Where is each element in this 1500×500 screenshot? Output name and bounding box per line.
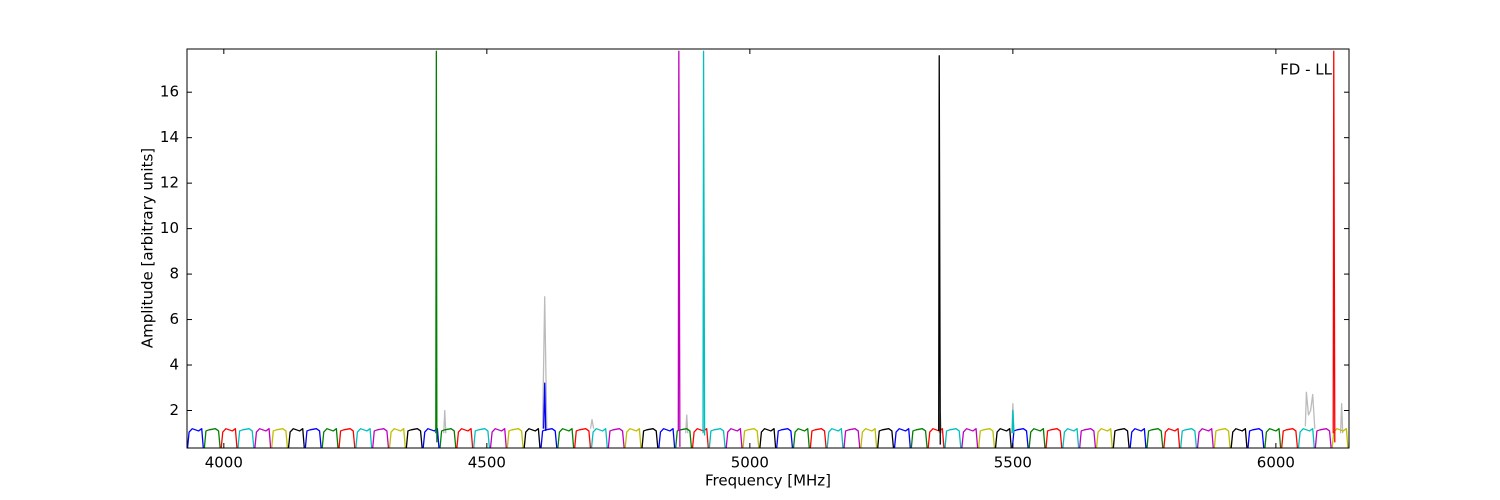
x-tick-label: 5000 [731, 454, 769, 472]
y-tick-label: 2 [169, 401, 179, 419]
spectrum-line [1062, 428, 1080, 448]
x-tick-label: 4500 [468, 454, 506, 472]
spectrum-line [792, 428, 810, 448]
spectrum-line [422, 428, 440, 448]
spectrum-line [910, 428, 928, 448]
spectrum-line [759, 428, 777, 448]
spectrum-line [1264, 428, 1282, 448]
x-tick-label: 4000 [205, 454, 243, 472]
spectrum-line [203, 428, 221, 448]
spectrum-line [254, 428, 272, 448]
spectrum-line [1079, 428, 1097, 448]
spectrum-line [677, 50, 681, 447]
spectrum-line [1196, 428, 1214, 448]
spectrum-line [1112, 428, 1130, 448]
spectrum-line [372, 428, 390, 448]
spectrum-line [543, 382, 547, 431]
spectrum-line [388, 428, 406, 448]
y-tick-label: 12 [160, 174, 179, 192]
spectrum-line [271, 428, 289, 448]
spectrum-line [944, 428, 962, 448]
spectrum-line [1095, 428, 1113, 448]
spectrum-line [237, 428, 255, 448]
spectrum-line [1230, 428, 1248, 448]
axes-frame [186, 48, 1350, 449]
x-axis-label: Frequency [MHz] [705, 472, 831, 490]
y-tick-label: 16 [160, 83, 179, 101]
spectrum-line [443, 296, 1344, 434]
spectrum-line [938, 55, 941, 445]
spectrum-line [1213, 428, 1231, 448]
spectrum-line [927, 428, 945, 448]
spectrum-line [702, 50, 706, 436]
spectrum-line [776, 428, 794, 448]
spectrum-line [1146, 428, 1164, 448]
spectrum-line [435, 50, 438, 443]
spectrum-line [590, 428, 608, 448]
spectrum-line [355, 428, 373, 448]
spectrum-line [405, 428, 423, 448]
plot-area [187, 50, 1349, 448]
spectrum-line [708, 428, 726, 448]
spectrum-line [691, 428, 709, 448]
spectrum-line [893, 428, 911, 448]
annotation: FD - LL [1280, 61, 1332, 79]
y-tick-label: 10 [160, 219, 179, 237]
x-tick-label: 6000 [1257, 454, 1295, 472]
spectrum-line [1028, 428, 1046, 448]
spectrum-line [187, 428, 204, 448]
spectrum-line [540, 428, 558, 448]
spectrum-line [456, 428, 474, 448]
spectrum-line [1045, 428, 1063, 448]
spectrum-line [675, 428, 693, 448]
spectrum-line [1129, 428, 1147, 448]
spectrum-line [978, 428, 996, 448]
spectrum-line [557, 428, 575, 448]
y-axis-label: Amplitude [arbitrary units] [139, 148, 157, 348]
spectrum-line [1247, 428, 1265, 448]
spectrum-line [658, 428, 676, 448]
spectrum-line [877, 428, 895, 448]
y-tick-label: 4 [169, 356, 179, 374]
spectrum-line [826, 428, 844, 448]
spectrum-line [506, 428, 524, 448]
spectrum-line [473, 428, 491, 448]
spectrum-line [439, 428, 457, 448]
y-tick-label: 8 [169, 265, 179, 283]
spectrum-line [994, 428, 1012, 448]
spectrum-line [742, 428, 760, 448]
spectrum-line [860, 428, 878, 448]
spectrum-line [1180, 428, 1198, 448]
spectrum-line [489, 428, 507, 448]
spectrum-line [1314, 428, 1332, 448]
spectrum-line [304, 428, 322, 448]
spectrum-line [624, 428, 642, 448]
spectrum-line [1011, 428, 1029, 448]
spectrum-line [1281, 428, 1299, 448]
spectrum-line [809, 428, 827, 448]
y-tick-label: 14 [160, 128, 179, 146]
spectrum-line [338, 428, 356, 448]
spectrum-line [641, 428, 659, 448]
spectrum-line [523, 428, 541, 448]
spectrum-line [321, 428, 339, 448]
spectrum-line [961, 428, 979, 448]
spectrum-line [1331, 428, 1349, 448]
spectrum-line [725, 428, 743, 448]
x-tick-label: 5500 [994, 454, 1032, 472]
y-tick-label: 6 [169, 310, 179, 328]
spectrum-line [843, 428, 861, 448]
spectrum-line [1332, 50, 1336, 443]
spectrum-line [220, 428, 238, 448]
spectrum-line [1011, 409, 1015, 434]
spectrum-line [287, 428, 305, 448]
spectrum-line [607, 428, 625, 448]
spectrum-line [1163, 428, 1181, 448]
spectrum-line [574, 428, 592, 448]
spectrum-line [1297, 428, 1315, 448]
